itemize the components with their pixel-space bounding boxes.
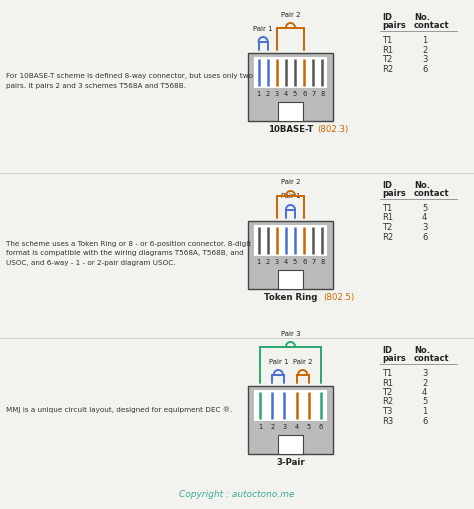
- Text: 3: 3: [275, 259, 279, 265]
- Text: No.: No.: [414, 13, 430, 22]
- Text: 5: 5: [293, 259, 297, 265]
- Text: Pair 1: Pair 1: [281, 193, 301, 200]
- Text: 2: 2: [265, 259, 270, 265]
- Bar: [254, 57, 327, 88]
- Text: 5: 5: [293, 91, 297, 97]
- Text: contact: contact: [414, 354, 450, 363]
- Text: Token Ring: Token Ring: [264, 293, 317, 302]
- Text: 7: 7: [311, 259, 315, 265]
- Bar: [278, 435, 303, 454]
- Text: 1: 1: [256, 259, 261, 265]
- Text: R1: R1: [382, 213, 393, 222]
- Text: pairs: pairs: [382, 189, 406, 198]
- Text: 3: 3: [275, 91, 279, 97]
- Text: 3: 3: [422, 369, 428, 378]
- Text: Pair 2: Pair 2: [281, 12, 300, 17]
- Text: T1: T1: [382, 204, 392, 213]
- Text: Pair 2: Pair 2: [293, 358, 312, 364]
- Text: format is compatible with the wiring diagrams T568A, T568B, and: format is compatible with the wiring dia…: [6, 250, 244, 257]
- Text: Pair 3: Pair 3: [281, 330, 301, 336]
- Text: 6: 6: [319, 423, 323, 430]
- Bar: [278, 102, 303, 121]
- Text: 4: 4: [294, 423, 299, 430]
- Text: 8: 8: [320, 259, 325, 265]
- Text: 4: 4: [284, 259, 288, 265]
- Text: Pair 1: Pair 1: [268, 358, 288, 364]
- Text: 2: 2: [422, 379, 427, 387]
- Text: 4: 4: [284, 91, 288, 97]
- Text: 3: 3: [283, 423, 286, 430]
- Text: 1: 1: [422, 407, 427, 416]
- Bar: [254, 390, 327, 420]
- Text: 4: 4: [422, 388, 427, 397]
- Text: The scheme uses a Token Ring or 8 - or 6-position connector. 8-digit: The scheme uses a Token Ring or 8 - or 6…: [6, 241, 251, 247]
- Text: 5: 5: [307, 423, 311, 430]
- Text: 7: 7: [311, 91, 315, 97]
- Text: USOC, and 6-way - 1 - or 2-pair diagram USOC.: USOC, and 6-way - 1 - or 2-pair diagram …: [6, 260, 175, 266]
- Text: R2: R2: [382, 398, 393, 407]
- Text: 6: 6: [422, 416, 428, 426]
- Text: 6: 6: [422, 65, 428, 73]
- Text: ID: ID: [382, 181, 392, 190]
- Text: R2: R2: [382, 65, 393, 73]
- Text: 1: 1: [256, 91, 261, 97]
- Text: 2: 2: [265, 91, 270, 97]
- Text: (802.3): (802.3): [317, 125, 348, 134]
- Bar: [278, 270, 303, 289]
- Text: pairs: pairs: [382, 21, 406, 30]
- Text: 1: 1: [422, 36, 427, 45]
- Text: ID: ID: [382, 13, 392, 22]
- Text: R1: R1: [382, 45, 393, 54]
- Bar: [248, 53, 333, 121]
- Text: No.: No.: [414, 181, 430, 190]
- Text: 5: 5: [422, 204, 427, 213]
- Text: 3-Pair: 3-Pair: [276, 458, 305, 467]
- Text: Copyright : autoctono.me: Copyright : autoctono.me: [179, 490, 295, 499]
- Text: contact: contact: [414, 189, 450, 198]
- Text: 4: 4: [422, 213, 427, 222]
- Text: 1: 1: [258, 423, 262, 430]
- Text: 6: 6: [302, 91, 306, 97]
- Text: 2: 2: [422, 45, 427, 54]
- Text: pairs. It pairs 2 and 3 schemes T568A and T568B.: pairs. It pairs 2 and 3 schemes T568A an…: [6, 82, 186, 89]
- Text: 10BASE-T: 10BASE-T: [268, 125, 313, 134]
- Text: No.: No.: [414, 346, 430, 355]
- Text: Pair 2: Pair 2: [281, 180, 300, 185]
- Text: 6: 6: [302, 259, 306, 265]
- Text: T2: T2: [382, 388, 392, 397]
- Text: T2: T2: [382, 55, 392, 64]
- Text: MMJ is a unique circuit layout, designed for equipment DEC ®.: MMJ is a unique circuit layout, designed…: [6, 406, 232, 413]
- Text: R1: R1: [382, 379, 393, 387]
- Text: T3: T3: [382, 407, 392, 416]
- Text: (802.5): (802.5): [323, 293, 355, 302]
- Text: T2: T2: [382, 223, 392, 232]
- Text: R2: R2: [382, 233, 393, 241]
- Text: Pair 1: Pair 1: [253, 25, 273, 32]
- Text: pairs: pairs: [382, 354, 406, 363]
- Text: 3: 3: [422, 223, 428, 232]
- Bar: [254, 225, 327, 256]
- Bar: [248, 386, 333, 454]
- Bar: [248, 221, 333, 289]
- Text: ID: ID: [382, 346, 392, 355]
- Text: contact: contact: [414, 21, 450, 30]
- Text: 8: 8: [320, 91, 325, 97]
- Text: 3: 3: [422, 55, 428, 64]
- Text: T1: T1: [382, 369, 392, 378]
- Text: 2: 2: [270, 423, 274, 430]
- Text: T1: T1: [382, 36, 392, 45]
- Text: 5: 5: [422, 398, 427, 407]
- Text: R3: R3: [382, 416, 393, 426]
- Text: 6: 6: [422, 233, 428, 241]
- Text: For 10BASE-T scheme is defined 8-way connector, but uses only two: For 10BASE-T scheme is defined 8-way con…: [6, 73, 253, 79]
